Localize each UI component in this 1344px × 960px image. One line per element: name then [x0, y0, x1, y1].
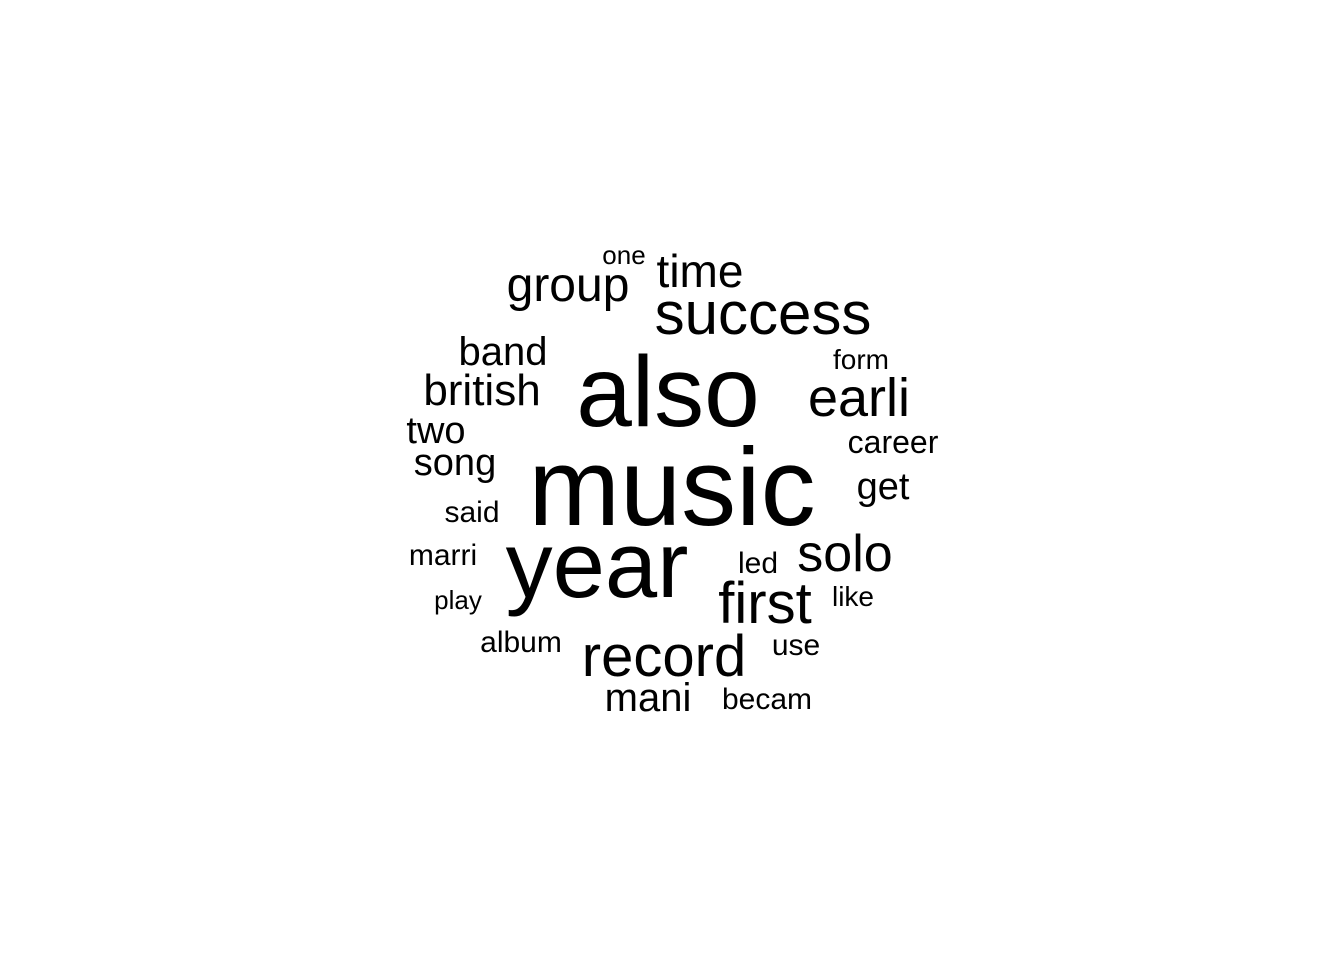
word-play: play [434, 585, 482, 615]
word-group: group [506, 259, 630, 312]
word-solo: solo [797, 525, 893, 583]
word-success: success [654, 280, 872, 347]
word-music: music [528, 426, 816, 549]
word-mani: mani [604, 676, 692, 720]
word-marri: marri [408, 539, 478, 572]
word-get: get [856, 466, 910, 508]
word-two: two [406, 410, 466, 452]
word-british: british [423, 366, 541, 415]
word-first: first [718, 571, 812, 636]
word-led: led [737, 547, 779, 580]
word-time: time [656, 245, 744, 297]
word-year: year [505, 512, 689, 617]
word-becam: becam [721, 683, 813, 716]
word-career: career [847, 424, 939, 460]
word-also: also [576, 336, 760, 448]
word-record: record [581, 624, 747, 689]
word-like: like [831, 581, 875, 612]
word-one: one [602, 240, 646, 270]
word-song: song [413, 442, 497, 484]
word-use: use [771, 629, 821, 662]
word-form: form [833, 344, 889, 375]
word-band: band [458, 330, 548, 374]
word-earli: earli [807, 368, 911, 428]
word-album: album [480, 626, 562, 659]
word-said: said [444, 496, 500, 529]
